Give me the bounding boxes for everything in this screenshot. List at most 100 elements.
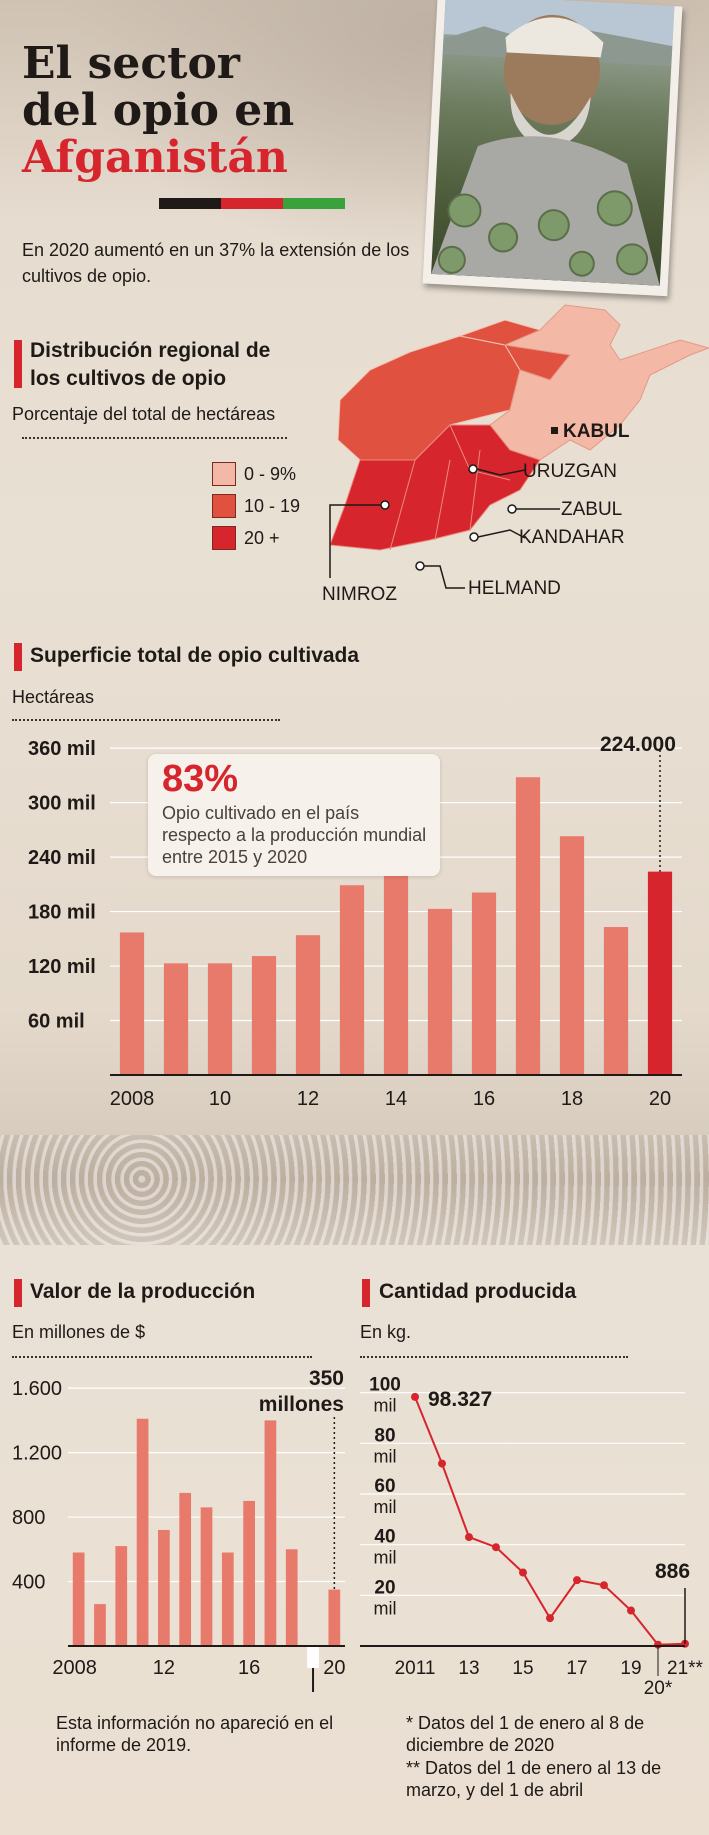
label-zabul: ZABUL — [561, 499, 623, 520]
qty-subtitle: En kg. — [360, 1322, 412, 1342]
x-tick-label: 17 — [566, 1658, 587, 1679]
section-marker — [14, 1279, 22, 1307]
qty-last-label: 886 — [655, 1560, 691, 1583]
x-tick-label: 20 — [323, 1657, 345, 1679]
legend-swatch-low — [212, 462, 236, 486]
farmer-photo-illustration — [431, 0, 675, 286]
callout-percent: 83% — [162, 758, 239, 800]
bar-2015 — [427, 908, 453, 1075]
point-2017 — [573, 1576, 581, 1585]
bar-2008 — [119, 932, 145, 1075]
area-subtitle: Hectáreas — [12, 687, 95, 707]
bar-2009 — [94, 1604, 106, 1646]
x-tick-label: 2008 — [52, 1657, 97, 1679]
area-chart: 60 mil 120 mil 180 mil 240 mil 300 mil 360 mi… — [28, 738, 682, 1110]
legend-label-low: 0 - 9% — [244, 464, 297, 484]
bar-2016 — [471, 892, 497, 1075]
y-tick-label: 300 mil — [28, 793, 96, 815]
area-highlight-value: 224.000 — [600, 733, 676, 756]
point-2012 — [438, 1459, 446, 1468]
label-kabul: KABUL — [563, 421, 630, 442]
x-tick-label: 16 — [238, 1657, 260, 1679]
flag-stripe — [159, 198, 345, 209]
poppy-field-photo — [0, 1135, 709, 1245]
kandahar-marker — [469, 532, 479, 542]
x-tick-label: 19 — [620, 1658, 641, 1679]
bar-2018 — [559, 836, 585, 1075]
value-subtitle: En millones de $ — [12, 1322, 146, 1342]
divider-dotted — [12, 719, 280, 721]
bar-2011 — [251, 956, 277, 1075]
x-tick-label: 20* — [644, 1678, 673, 1699]
x-tick-label: 2008 — [110, 1088, 155, 1110]
title-line-3: Afganistán — [22, 132, 288, 183]
leader-lines — [329, 468, 560, 589]
y-tick-label: 40 — [374, 1527, 395, 1548]
section-marker — [14, 643, 22, 671]
y-tick-unit: mil — [374, 1497, 397, 1517]
y-tick-label: 240 mil — [28, 847, 96, 869]
qty-note-2: ** Datos del 1 de enero al 13 de marzo, … — [406, 1758, 662, 1800]
legend-label-high: 20 + — [244, 528, 280, 548]
title-line-1: El sector — [22, 38, 240, 89]
bar-2019 — [603, 927, 629, 1075]
qty-first-label: 98.327 — [428, 1388, 493, 1411]
y-tick-label: 800 — [12, 1507, 45, 1529]
uruzgan-marker — [468, 464, 478, 474]
x-tick-label: 14 — [385, 1088, 407, 1110]
x-tick-label: 21** — [667, 1658, 704, 1679]
x-tick-label: 2011 — [395, 1658, 436, 1679]
farmer-photo — [422, 0, 683, 297]
y-tick-label: 60 — [374, 1476, 395, 1497]
y-tick-label: 60 mil — [28, 1011, 85, 1033]
point-2014 — [492, 1543, 500, 1552]
flag-green — [283, 198, 345, 209]
intro-text: En 2020 aumentó en un 37% la extensión d… — [22, 240, 410, 286]
kabul-marker — [551, 427, 558, 434]
map-section-title: Distribución regional de los cultivos de… — [30, 339, 271, 390]
y-tick-label: 20 — [374, 1577, 395, 1598]
y-tick-label: 80 — [374, 1425, 395, 1446]
flag-black — [159, 198, 221, 209]
qty-note-1: * Datos del 1 de enero al 8 de diciembre… — [406, 1713, 645, 1755]
value-chart: 400 800 1.200 1.600 2008 12 16 20 — [12, 1378, 345, 1692]
point-2015 — [519, 1568, 527, 1577]
point-2018 — [600, 1581, 608, 1590]
bar-2010 — [115, 1546, 128, 1646]
label-helmand: HELMAND — [468, 578, 561, 599]
bar-2008 — [72, 1552, 85, 1646]
bar-2018 — [285, 1549, 298, 1646]
value-highlight-number: 350 — [308, 1367, 344, 1390]
x-tick-label: 12 — [153, 1657, 175, 1679]
map-province-lines — [389, 424, 511, 551]
legend-label-mid: 10 - 19 — [244, 496, 301, 516]
bar-2016 — [243, 1500, 255, 1646]
divider-dotted — [22, 437, 287, 439]
bar-2013 — [339, 885, 365, 1075]
y-tick-unit: mil — [374, 1446, 397, 1466]
y-tick-label: 180 mil — [28, 902, 96, 924]
point-2019 — [627, 1606, 635, 1615]
y-tick-label: 1.600 — [12, 1378, 62, 1400]
bar-2012 — [295, 935, 321, 1075]
bar-2015 — [221, 1552, 234, 1646]
x-tick-label: 20 — [649, 1088, 671, 1110]
qty-section-title: Cantidad producida — [379, 1280, 577, 1303]
bar-2017 — [515, 777, 541, 1075]
y-tick-label: 360 mil — [28, 738, 96, 760]
y-tick-unit: mil — [374, 1598, 397, 1618]
point-2016 — [546, 1614, 554, 1623]
legend-swatch-mid — [212, 494, 236, 518]
title-line-2: del opio en — [22, 85, 295, 136]
x-tick-label: 16 — [473, 1088, 495, 1110]
missing-data-marker — [307, 1646, 319, 1668]
divider-dotted — [360, 1356, 628, 1358]
value-highlight: 350 millones — [230, 1366, 344, 1418]
value-highlight-unit: millones — [258, 1393, 344, 1416]
x-tick-label: 18 — [561, 1088, 583, 1110]
x-tick-label: 13 — [458, 1658, 479, 1679]
bar-2013 — [179, 1492, 192, 1646]
legend-swatch-high — [212, 526, 236, 550]
area-section-title: Superficie total de opio cultivada — [30, 644, 360, 667]
